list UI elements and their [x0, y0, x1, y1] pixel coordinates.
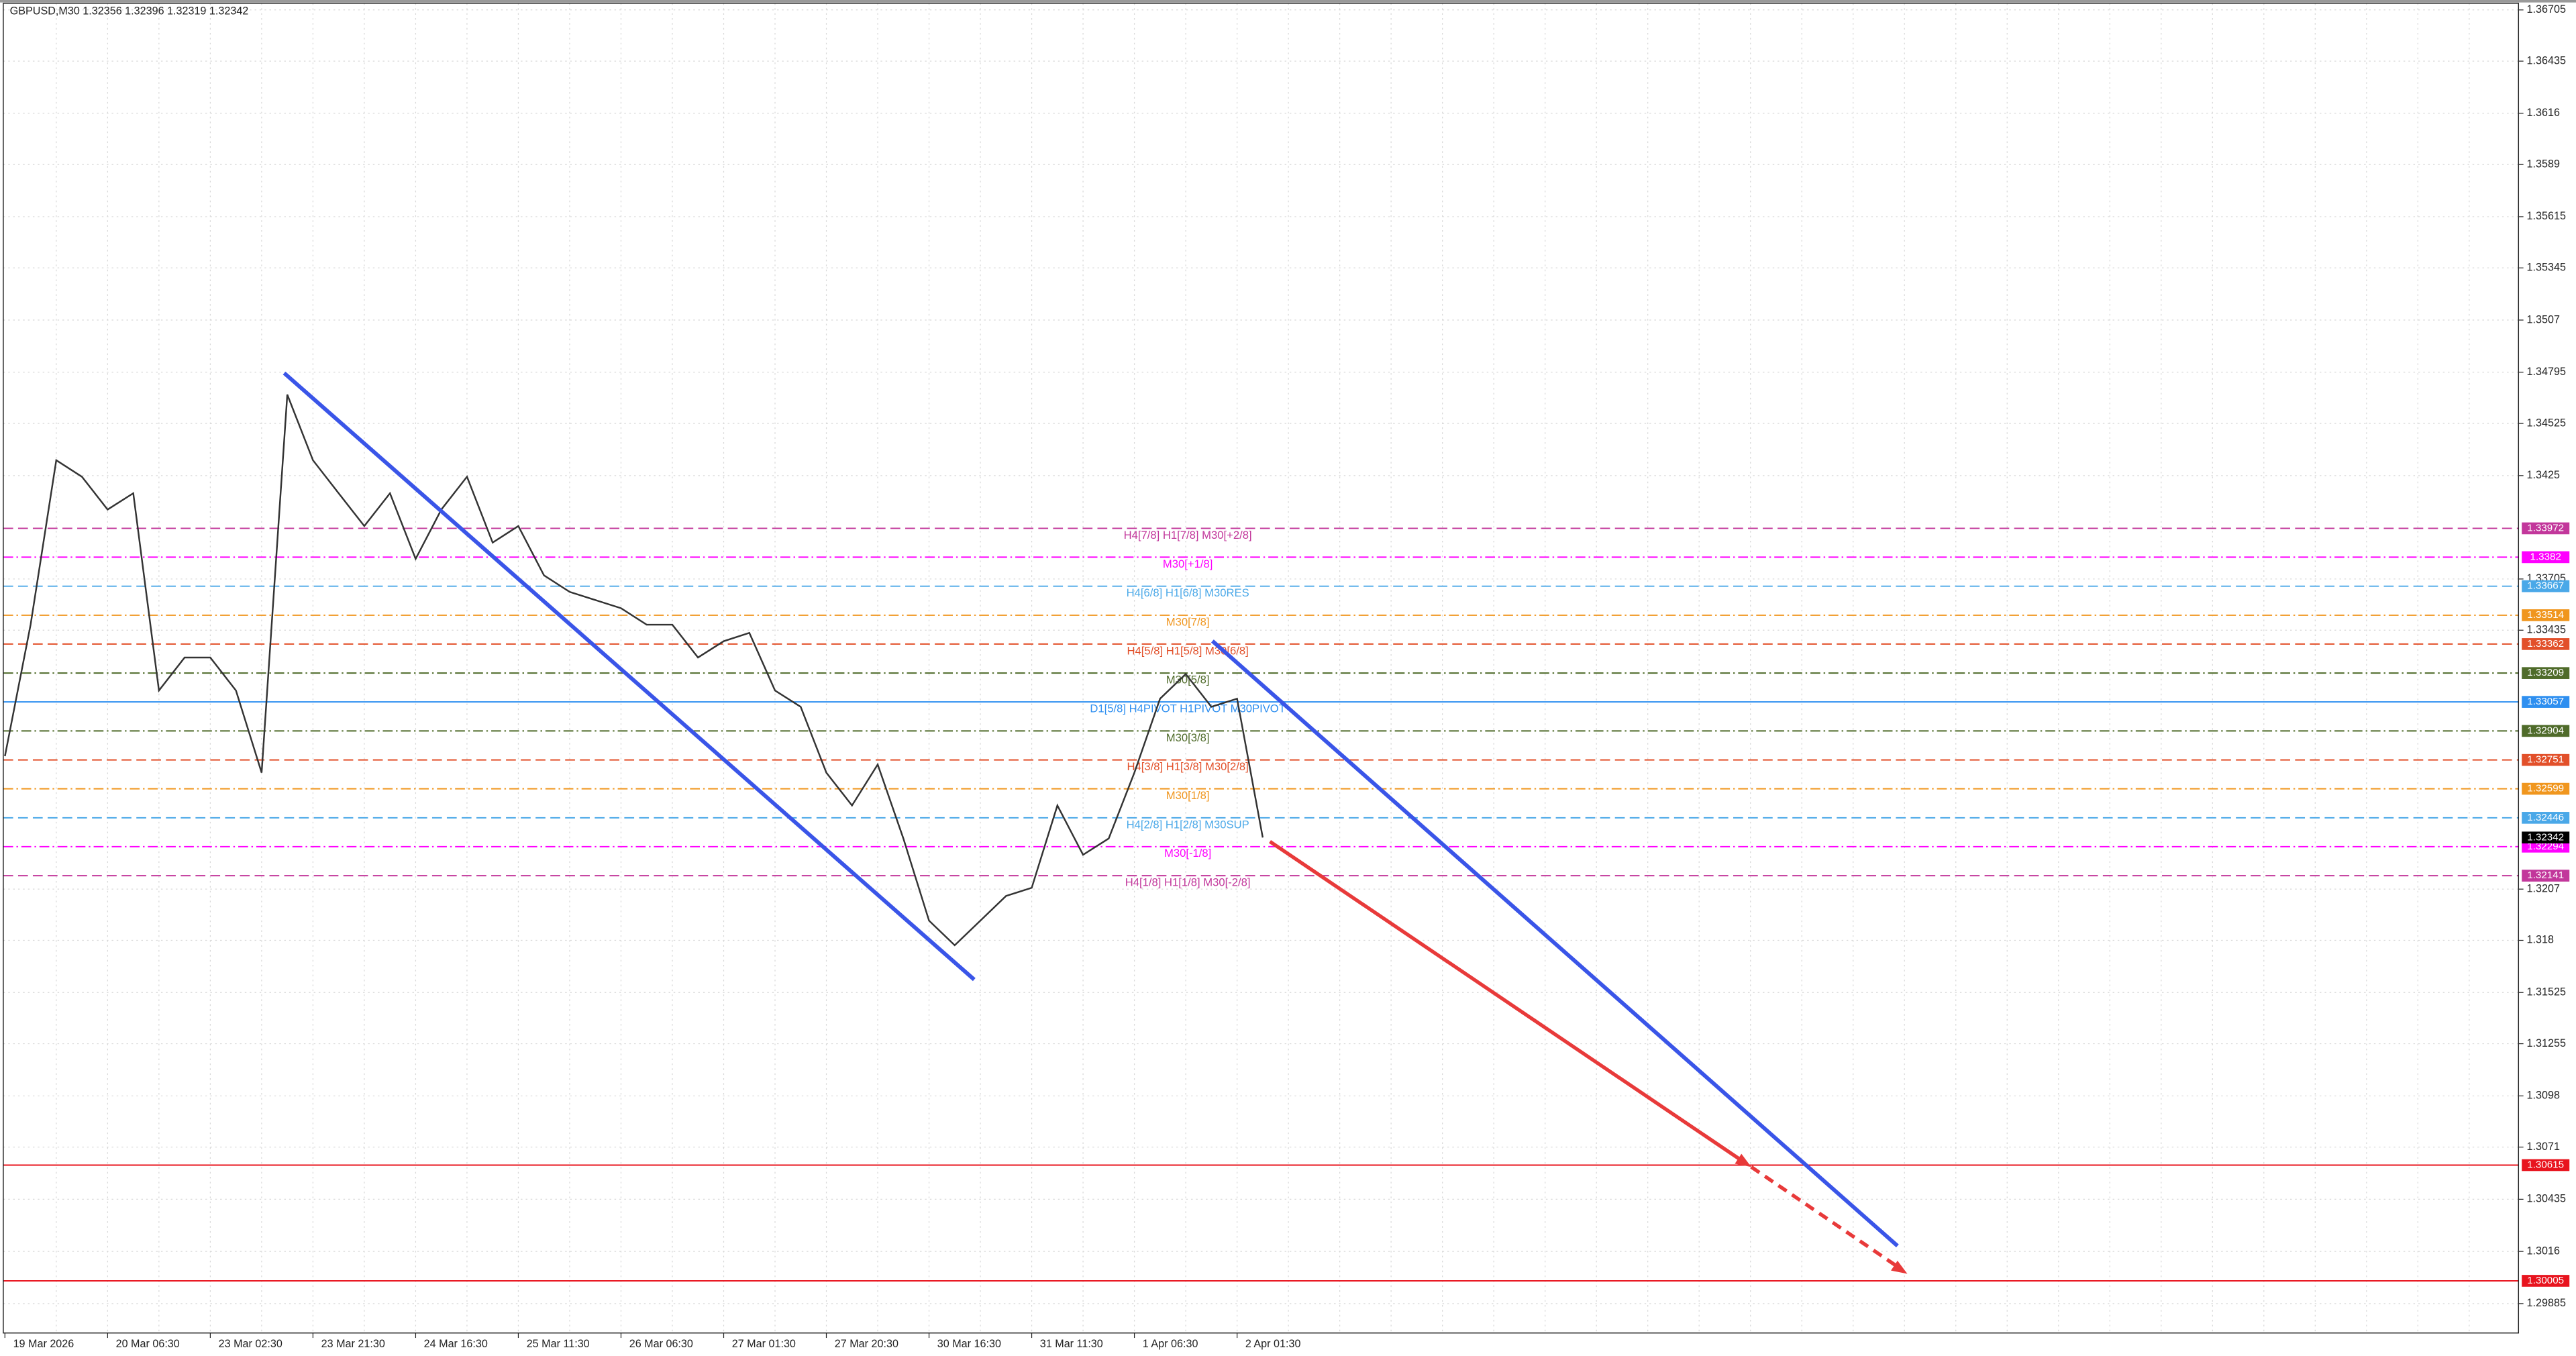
price-box-label: 1.33057 — [2527, 696, 2564, 707]
price-box-label: 1.33972 — [2527, 522, 2564, 533]
current-price-box — [2522, 831, 2570, 844]
x-tick-label: 19 Mar 2026 — [13, 1338, 74, 1350]
x-tick-label: 31 Mar 11:30 — [1040, 1338, 1103, 1350]
x-tick-label: 1 Apr 06:30 — [1143, 1338, 1198, 1350]
price-box — [2522, 580, 2570, 592]
y-tick-label: 1.31525 — [2527, 986, 2566, 998]
arrow-head — [1735, 1153, 1751, 1167]
price-box — [2522, 812, 2570, 824]
trend-line — [1210, 639, 1899, 1248]
trend-line — [282, 371, 976, 982]
price-box-label: 1.32904 — [2527, 725, 2564, 736]
y-tick-label: 1.3098 — [2527, 1090, 2560, 1102]
y-tick-label: 1.3207 — [2527, 882, 2560, 894]
price-box-label: 1.3382 — [2530, 551, 2561, 562]
y-tick-label: 1.3016 — [2527, 1245, 2560, 1257]
x-tick-label: 30 Mar 16:30 — [937, 1338, 1001, 1350]
projection-arrow — [1269, 840, 1748, 1165]
level-label: H4[6/8] H1[6/8] M30RES — [1127, 586, 1249, 599]
x-tick-label: 25 Mar 11:30 — [527, 1338, 590, 1350]
price-box — [2522, 870, 2570, 882]
y-tick-label: 1.35615 — [2527, 210, 2566, 222]
level-label: M30[1/8] — [1166, 789, 1210, 802]
price-box — [2522, 753, 2570, 766]
level-label: D1[5/8] H4PIVOT H1PIVOT M30PIVOT — [1090, 702, 1286, 715]
level-label: M30[5/8] — [1166, 674, 1210, 686]
price-box — [2522, 1159, 2570, 1171]
price-box — [2522, 782, 2570, 795]
y-tick-label: 1.36705 — [2527, 3, 2566, 15]
y-tick-label: 1.29885 — [2527, 1297, 2566, 1309]
price-box-label: 1.32141 — [2527, 870, 2564, 881]
level-label: H4[2/8] H1[2/8] M30SUP — [1127, 818, 1249, 831]
price-box-label: 1.33667 — [2527, 580, 2564, 592]
arrow-head — [1891, 1260, 1908, 1274]
price-layer — [4, 394, 1264, 947]
price-box — [2522, 551, 2570, 564]
y-tick-label: 1.3507 — [2527, 313, 2560, 325]
price-box-label: 1.32751 — [2527, 754, 2564, 766]
x-tick-label: 2 Apr 01:30 — [1245, 1338, 1301, 1350]
y-tick-label: 1.3616 — [2527, 107, 2560, 119]
price-box — [2522, 609, 2570, 621]
level-label: M30[-1/8] — [1164, 847, 1211, 859]
price-box-label: 1.33514 — [2527, 609, 2564, 621]
price-box-label: 1.33209 — [2527, 667, 2564, 678]
chart-title: GBPUSD,M30 1.32356 1.32396 1.32319 1.323… — [10, 5, 249, 17]
price-box-label: 1.32599 — [2527, 783, 2564, 794]
y-tick-label: 1.3425 — [2527, 469, 2560, 481]
y-tick-label: 1.318 — [2527, 934, 2554, 946]
price-box — [2522, 1275, 2570, 1287]
price-box — [2522, 522, 2570, 535]
price-box-label: 1.30005 — [2527, 1275, 2564, 1286]
price-box-label: 1.33362 — [2527, 638, 2564, 649]
x-tick-label: 24 Mar 16:30 — [424, 1338, 488, 1350]
level-label: M30[7/8] — [1166, 615, 1210, 628]
price-line — [4, 394, 1264, 947]
levels: H4[7/8] H1[7/8] M30[+2/8] M30[+1/8] H4[6/8… — [3, 527, 2519, 1282]
projection-arrow-dashed — [1750, 1165, 1902, 1271]
x-tick-label: 23 Mar 21:30 — [321, 1338, 385, 1350]
y-tick-label: 1.34795 — [2527, 366, 2566, 378]
x-tick-label: 27 Mar 20:30 — [835, 1338, 898, 1350]
level-label: H4[3/8] H1[3/8] M30[2/8] — [1127, 760, 1249, 773]
price-box — [2522, 696, 2570, 708]
y-tick-label: 1.34525 — [2527, 417, 2566, 429]
x-tick-label: 23 Mar 02:30 — [219, 1338, 282, 1350]
price-box — [2522, 667, 2570, 679]
price-box-label: 1.32294 — [2527, 841, 2564, 852]
y-tick-label: 1.35345 — [2527, 262, 2566, 274]
level-label: H4[1/8] H1[1/8] M30[-2/8] — [1125, 876, 1251, 888]
price-box — [2522, 638, 2570, 650]
price-box — [2522, 841, 2570, 853]
x-tick-label: 26 Mar 06:30 — [629, 1338, 693, 1350]
axes: 1.36705 1.36435 1.3616 1.3589 1.35615 1.35345… — [4, 3, 2570, 1350]
y-tick-label: 1.31255 — [2527, 1037, 2566, 1049]
y-tick-label: 1.3071 — [2527, 1141, 2560, 1153]
price-box-label: 1.30615 — [2527, 1159, 2564, 1171]
level-label: M30[3/8] — [1166, 731, 1210, 744]
level-label: M30[+1/8] — [1163, 558, 1213, 570]
price-box-label: 1.32446 — [2527, 812, 2564, 823]
top-bar — [0, 0, 2576, 3]
y-tick-label: 1.30435 — [2527, 1193, 2566, 1205]
grid — [3, 3, 2519, 1333]
current-price-label: 1.32342 — [2527, 831, 2564, 843]
x-tick-label: 27 Mar 01:30 — [732, 1338, 796, 1350]
y-tick-label: 1.36435 — [2527, 54, 2566, 66]
y-tick-label: 1.33435 — [2527, 624, 2566, 636]
level-label: H4[7/8] H1[7/8] M30[+2/8] — [1124, 529, 1252, 541]
y-tick-label: 1.3589 — [2527, 158, 2560, 170]
plot-border — [3, 3, 2520, 1334]
price-box — [2522, 725, 2570, 737]
x-tick-label: 20 Mar 06:30 — [116, 1338, 180, 1350]
